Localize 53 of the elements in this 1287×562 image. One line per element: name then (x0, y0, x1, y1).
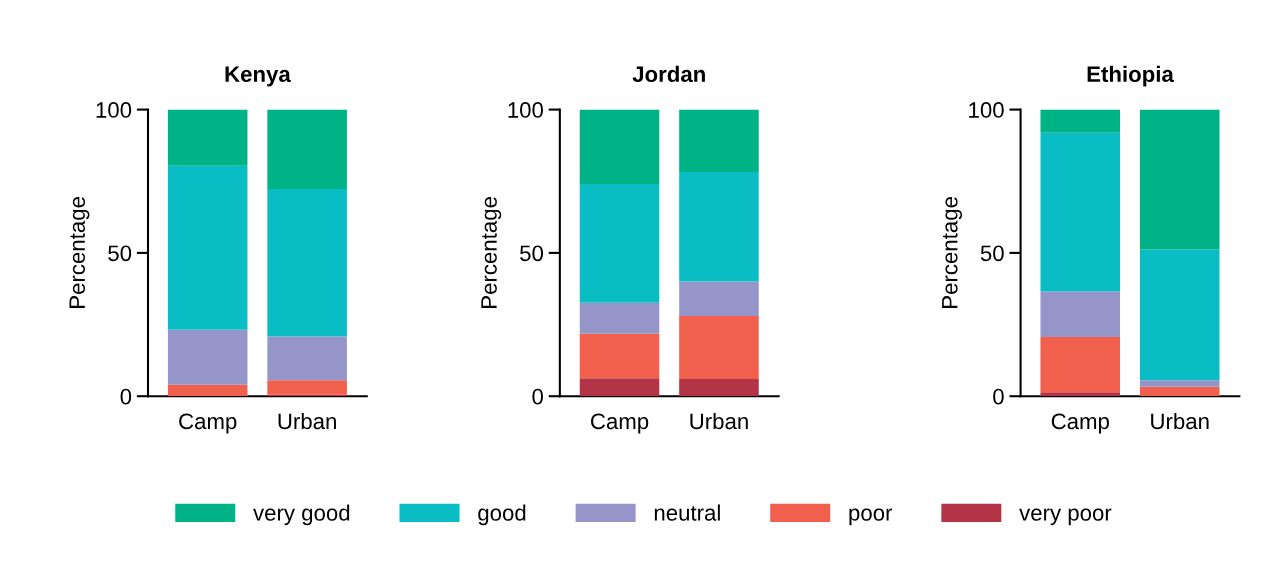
y-tick-label: 50 (108, 245, 132, 262)
bar (1040, 336, 1121, 393)
bar (1139, 249, 1220, 381)
legend-label: very poor (1019, 508, 1112, 526)
x-tick-label: Camp (1051, 413, 1109, 434)
y-tick-label: 100 (96, 102, 132, 118)
bar (679, 315, 759, 380)
y-tick-label: 50 (980, 245, 1004, 262)
bar (167, 384, 248, 397)
bar (579, 378, 660, 397)
legend-label: neutral (654, 504, 720, 521)
bar (1040, 291, 1121, 337)
legend-label: good (478, 504, 526, 526)
y-axis-title: Percentage (481, 197, 502, 308)
bar (267, 109, 347, 189)
bar (167, 165, 248, 330)
bar (1139, 109, 1220, 250)
bar (579, 302, 660, 334)
bar (1040, 392, 1121, 397)
y-tick-label: 0 (532, 388, 543, 405)
bar (167, 109, 248, 166)
y-tick-label: 100 (508, 102, 544, 118)
bar (679, 281, 759, 316)
chart-title: Jordan (632, 65, 705, 83)
y-tick-label: 100 (969, 102, 1004, 118)
x-tick-label: Camp (179, 413, 237, 434)
y-tick-label: 0 (993, 388, 1004, 405)
y-axis-title: Percentage (69, 197, 90, 308)
bar (267, 380, 347, 395)
bar (1139, 386, 1220, 397)
legend-label: poor (849, 508, 893, 526)
x-tick-label: Camp (591, 413, 649, 434)
bar (1139, 380, 1220, 387)
x-tick-label: Urban (278, 412, 336, 430)
bar (267, 336, 347, 381)
bar (267, 188, 347, 337)
x-tick-label: Urban (1151, 412, 1209, 430)
bar (1040, 109, 1121, 133)
bar (679, 172, 759, 282)
legend-label: very good (253, 504, 350, 526)
bar (679, 109, 759, 173)
y-tick-label: 0 (120, 388, 132, 405)
y-axis-title: Percentage (942, 197, 962, 308)
x-tick-label: Urban (690, 412, 748, 430)
y-tick-label: 50 (520, 245, 544, 262)
bar (579, 109, 660, 185)
bar (167, 329, 248, 385)
bar (679, 379, 759, 397)
bar (579, 333, 660, 379)
chart-title: Ethiopia (1087, 65, 1174, 87)
bar (1040, 132, 1121, 292)
chart-title: Kenya (225, 66, 291, 87)
bar (579, 184, 660, 303)
